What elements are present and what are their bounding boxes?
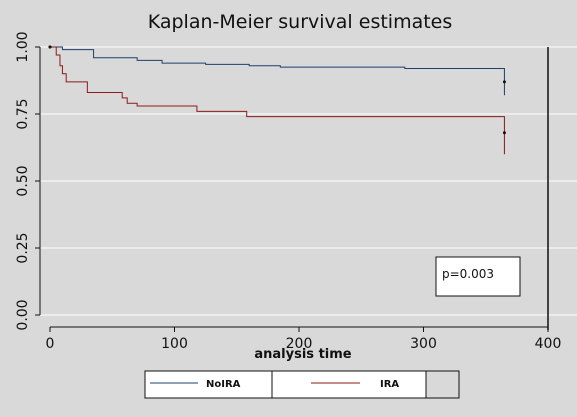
- censor-marks-layer: [48, 45, 506, 135]
- x-axis-label: analysis time: [254, 347, 351, 362]
- series-line-ira: [50, 46, 505, 155]
- legend: NoIRA IRA: [144, 370, 460, 399]
- legend-label-noira: NoIRA: [206, 379, 241, 390]
- y-tick-label: 0.50: [15, 165, 31, 196]
- legend-empty-cell: [425, 370, 460, 399]
- y-tick-label: 1.00: [15, 31, 31, 62]
- x-tick-label: 100: [161, 336, 188, 352]
- chart-title: Kaplan-Meier survival estimates: [148, 11, 453, 33]
- legend-label-ira: IRA: [380, 379, 399, 390]
- y-tick-label: 0.75: [15, 98, 31, 129]
- censor-mark-ira: [48, 45, 52, 49]
- x-tick-label: 300: [410, 336, 437, 352]
- y-tick-label: 0.25: [15, 232, 31, 263]
- p-value-annotation: p=0.003: [435, 256, 521, 297]
- x-tick-label: 400: [535, 336, 562, 352]
- p-value-box: [435, 256, 521, 297]
- p-value-text: p=0.003: [442, 267, 494, 281]
- series-layer: [50, 46, 505, 155]
- series-line-noira: [50, 46, 505, 96]
- censor-mark-noira: [502, 80, 506, 84]
- legend-box: [144, 370, 460, 399]
- x-tick-label: 200: [286, 336, 313, 352]
- x-tick-label: 0: [46, 336, 55, 352]
- y-tick-label: 0.00: [15, 299, 31, 330]
- censor-mark-ira: [502, 131, 506, 135]
- axis-layer: 0.00 0.25 0.50 0.75 1.00 0 100 200 300 400: [15, 31, 561, 352]
- grid-layer: [35, 46, 577, 316]
